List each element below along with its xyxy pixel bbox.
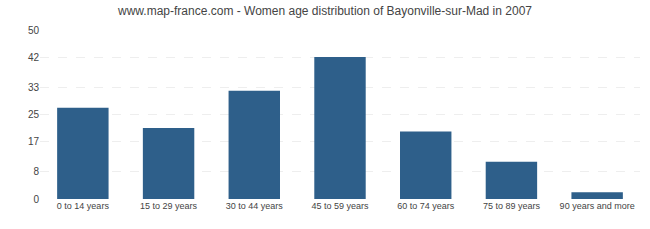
svg-text:90 years and more: 90 years and more — [560, 201, 635, 211]
svg-text:15 to 29 years: 15 to 29 years — [140, 201, 198, 211]
svg-text:30 to 44 years: 30 to 44 years — [226, 201, 284, 211]
svg-text:17: 17 — [28, 136, 40, 147]
svg-text:8: 8 — [33, 166, 39, 177]
svg-text:60 to 74 years: 60 to 74 years — [397, 201, 455, 211]
svg-text:0: 0 — [33, 194, 39, 205]
svg-text:50: 50 — [28, 25, 40, 36]
svg-text:75 to 89 years: 75 to 89 years — [483, 201, 541, 211]
svg-text:33: 33 — [28, 82, 40, 93]
svg-text:25: 25 — [28, 109, 40, 120]
svg-text:45 to 59 years: 45 to 59 years — [311, 201, 369, 211]
svg-text:42: 42 — [28, 52, 40, 63]
svg-text:www.map-france.com - Women age: www.map-france.com - Women age distribut… — [117, 4, 532, 18]
svg-text:0 to 14 years: 0 to 14 years — [57, 201, 110, 211]
